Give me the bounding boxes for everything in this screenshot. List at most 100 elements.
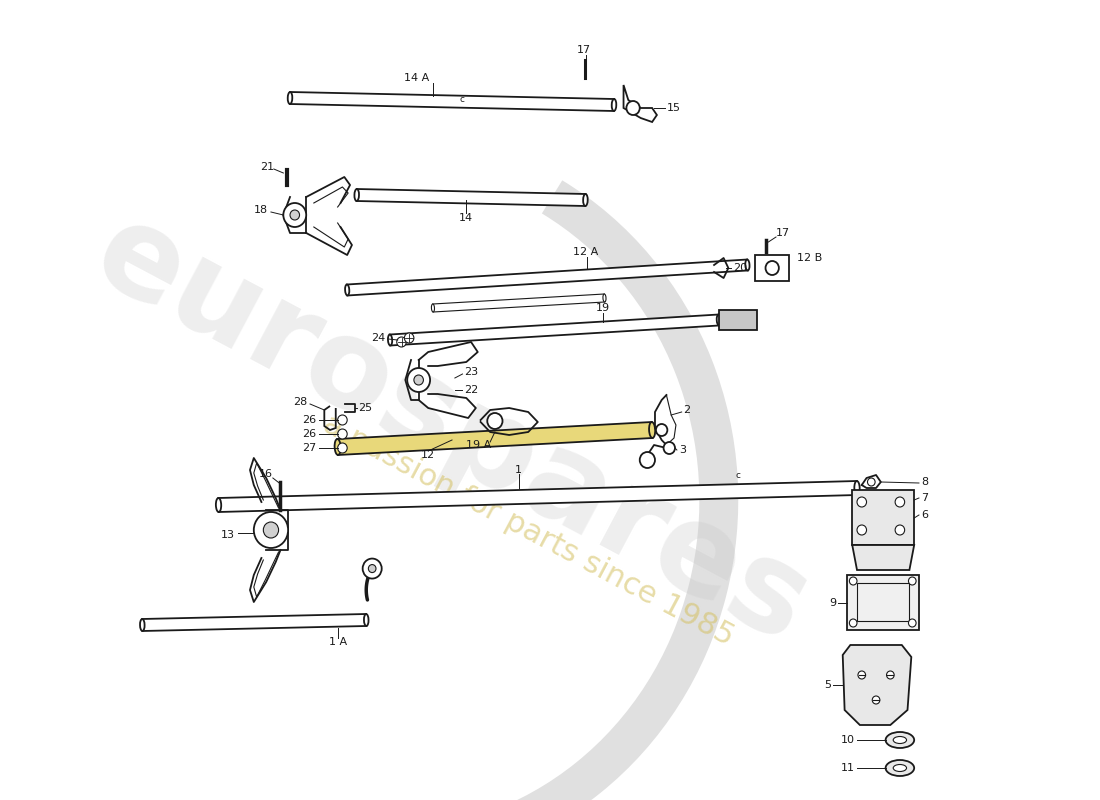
Text: 25: 25: [359, 403, 373, 413]
Ellipse shape: [893, 737, 906, 743]
Polygon shape: [624, 85, 657, 122]
Text: 18: 18: [254, 205, 268, 215]
Text: 22: 22: [464, 385, 478, 395]
Ellipse shape: [288, 92, 293, 104]
Polygon shape: [219, 481, 857, 512]
Circle shape: [858, 671, 866, 679]
Text: 14 A: 14 A: [405, 73, 430, 83]
Circle shape: [626, 101, 640, 115]
Text: 26: 26: [302, 415, 317, 425]
Circle shape: [909, 619, 916, 627]
Polygon shape: [356, 189, 585, 206]
Text: 15: 15: [667, 103, 681, 113]
Ellipse shape: [717, 314, 720, 326]
Circle shape: [338, 429, 348, 439]
Ellipse shape: [354, 189, 359, 201]
Circle shape: [656, 424, 668, 436]
Bar: [847, 575, 918, 630]
Text: 14: 14: [459, 213, 473, 223]
Text: c: c: [736, 471, 740, 481]
Circle shape: [368, 565, 376, 573]
Ellipse shape: [364, 614, 368, 626]
Polygon shape: [338, 422, 652, 455]
Text: 9: 9: [829, 598, 836, 608]
Polygon shape: [852, 545, 914, 570]
Text: eurospares: eurospares: [75, 191, 829, 669]
Bar: [857, 583, 910, 621]
Circle shape: [868, 478, 876, 486]
Text: 10: 10: [842, 735, 855, 745]
Bar: [755, 255, 790, 281]
Text: 20: 20: [733, 263, 747, 273]
Text: 28: 28: [293, 397, 307, 407]
Text: 13: 13: [221, 530, 234, 540]
Ellipse shape: [855, 481, 860, 495]
Bar: [852, 490, 914, 545]
Circle shape: [254, 512, 288, 548]
Text: 3: 3: [679, 445, 685, 455]
Circle shape: [895, 497, 904, 507]
Circle shape: [263, 522, 278, 538]
Text: 6: 6: [921, 510, 927, 520]
Polygon shape: [843, 645, 911, 725]
Text: 24: 24: [371, 333, 385, 343]
Text: 21: 21: [260, 162, 274, 172]
Circle shape: [909, 577, 916, 585]
Text: 1 A: 1 A: [329, 637, 346, 647]
Text: c: c: [459, 95, 464, 105]
Circle shape: [397, 337, 406, 347]
Text: 12 B: 12 B: [798, 253, 822, 263]
Ellipse shape: [649, 422, 656, 438]
Circle shape: [857, 525, 867, 535]
Ellipse shape: [140, 619, 144, 631]
Circle shape: [414, 375, 424, 385]
Circle shape: [766, 261, 779, 275]
Polygon shape: [142, 614, 366, 631]
Circle shape: [338, 443, 348, 453]
Text: 7: 7: [921, 493, 928, 503]
Circle shape: [663, 442, 675, 454]
Text: 17: 17: [576, 45, 591, 55]
Bar: [718, 310, 757, 330]
Ellipse shape: [612, 99, 616, 111]
Circle shape: [640, 452, 654, 468]
Circle shape: [849, 577, 857, 585]
Circle shape: [872, 696, 880, 704]
Ellipse shape: [886, 732, 914, 748]
Circle shape: [405, 333, 414, 343]
Ellipse shape: [216, 498, 221, 512]
Ellipse shape: [746, 259, 749, 270]
Circle shape: [887, 671, 894, 679]
Polygon shape: [432, 294, 605, 312]
Text: 26: 26: [302, 429, 317, 439]
Text: 2: 2: [683, 405, 691, 415]
Ellipse shape: [583, 194, 587, 206]
Circle shape: [895, 525, 904, 535]
Text: 17: 17: [776, 228, 790, 238]
Text: 23: 23: [464, 367, 478, 377]
Ellipse shape: [345, 285, 350, 295]
Text: 19: 19: [595, 303, 609, 313]
Text: 27: 27: [302, 443, 317, 453]
Text: 8: 8: [921, 477, 928, 487]
Text: 12: 12: [421, 450, 436, 460]
Text: 5: 5: [824, 680, 832, 690]
Circle shape: [363, 558, 382, 578]
Ellipse shape: [334, 439, 341, 455]
Text: a passion for parts since 1985: a passion for parts since 1985: [318, 409, 738, 651]
Polygon shape: [389, 314, 719, 346]
Text: 11: 11: [842, 763, 855, 773]
Circle shape: [338, 415, 348, 425]
Text: 16: 16: [260, 469, 273, 479]
Circle shape: [849, 619, 857, 627]
Circle shape: [857, 497, 867, 507]
Ellipse shape: [886, 760, 914, 776]
Text: 1: 1: [515, 465, 522, 475]
Text: 19 A: 19 A: [466, 440, 492, 450]
Circle shape: [290, 210, 299, 220]
Circle shape: [284, 203, 306, 227]
Polygon shape: [290, 92, 614, 111]
Circle shape: [407, 368, 430, 392]
Ellipse shape: [603, 294, 606, 302]
Circle shape: [487, 413, 503, 429]
